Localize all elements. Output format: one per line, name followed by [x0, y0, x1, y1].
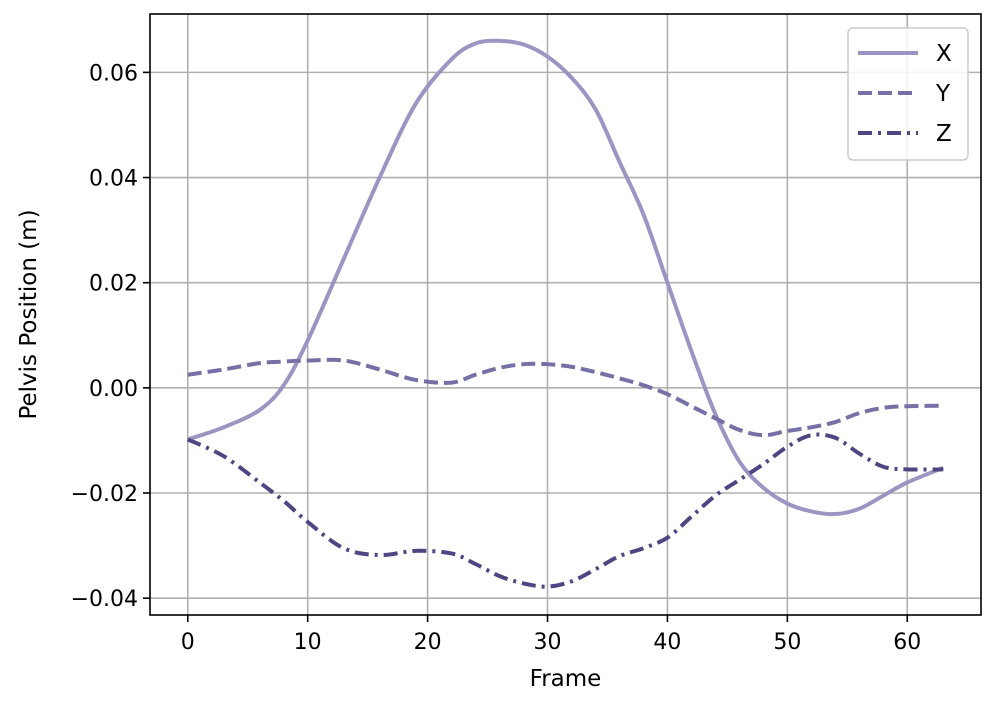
x-tick-label: 40: [653, 630, 681, 655]
x-tick-label: 50: [773, 630, 801, 655]
ticks: 0 10 20 30 40 50 60 −0.04 −0.02 0.00 0.02 0.04 0.06: [71, 61, 922, 655]
y-tick-label: 0.02: [89, 272, 138, 297]
plot-frame: [149, 13, 982, 616]
x-tick-label: 60: [893, 630, 921, 655]
y-tick-label: −0.04: [71, 587, 138, 612]
x-tick-label: 20: [414, 630, 442, 655]
series-group: [186, 38, 944, 589]
y-tick-label: −0.02: [71, 482, 138, 507]
x-tick-label: 0: [181, 630, 195, 655]
x-tick-label: 30: [534, 630, 562, 655]
grid: [150, 14, 981, 615]
legend-label-x: X: [936, 41, 952, 67]
y-tick-label: 0.04: [89, 167, 138, 192]
y-tick-label: 0.00: [89, 377, 138, 402]
x-axis-label: Frame: [530, 666, 602, 692]
series-line-x: [187, 38, 944, 517]
series-line-y: [187, 357, 944, 438]
legend-label-z: Z: [936, 121, 952, 147]
legend-label-y: Y: [935, 81, 951, 107]
legend: XYZ: [847, 27, 969, 161]
y-axis-label: Pelvis Position (m): [16, 209, 42, 419]
y-tick-label: 0.06: [89, 61, 138, 86]
series-line-z: [186, 432, 944, 589]
x-tick-label: 10: [294, 630, 322, 655]
